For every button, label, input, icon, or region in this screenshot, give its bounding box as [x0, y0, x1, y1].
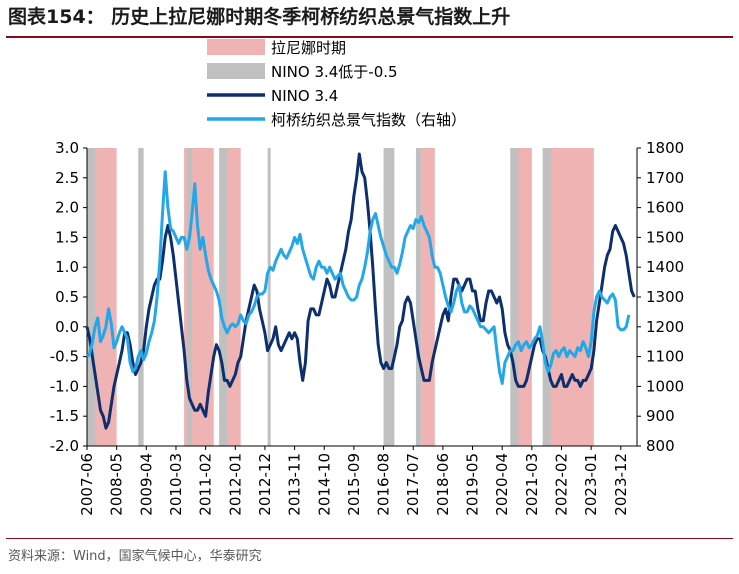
y-right-tick-label: 1800	[646, 139, 684, 157]
y-right-tick-label: 1600	[646, 199, 684, 217]
lines-layer	[85, 152, 636, 430]
y-left-tick-label: 2.0	[55, 199, 79, 217]
x-tick-label: 2022-02	[553, 453, 571, 516]
legend: 拉尼娜时期 NINO 3.4低于-0.5 NINO 3.4 柯桥纺织总景气指数（右轴）	[207, 39, 466, 129]
nino-below-band	[87, 148, 96, 446]
y-left-tick-label: -2.0	[50, 437, 79, 455]
y-left-tick-label: -1.0	[50, 377, 79, 395]
y-right-tick-label: 800	[646, 437, 675, 455]
figure-title: 图表154： 历史上拉尼娜时期冬季柯桥纺织总景气指数上升	[8, 6, 511, 28]
legend-swatch	[207, 39, 265, 55]
x-tick-label: 2011-02	[197, 453, 215, 516]
x-tick-label: 2009-04	[137, 453, 155, 516]
y-right-tick-label: 1300	[646, 288, 684, 306]
x-tick-label: 2008-05	[108, 453, 126, 516]
source-note: 资料来源：Wind，国家气候中心，华泰研究	[8, 549, 262, 564]
y-left-tick-label: -0.5	[50, 348, 79, 366]
la-nina-band	[548, 148, 594, 446]
legend-label: NINO 3.4	[271, 87, 338, 105]
x-tick-label: 2013-11	[286, 453, 304, 516]
y-left-tick-label: 3.0	[55, 139, 79, 157]
x-tick-label: 2014-10	[315, 453, 333, 516]
nino-below-band	[138, 148, 144, 446]
legend-label: 拉尼娜时期	[271, 39, 346, 57]
y-right-tick-label: 1100	[646, 348, 684, 366]
legend-swatch	[207, 63, 265, 79]
source-rule	[6, 538, 733, 539]
y-right-tick-label: 1200	[646, 318, 684, 336]
x-tick-label: 2017-07	[404, 453, 422, 516]
nino-below-band	[415, 148, 422, 446]
y-right-tick-label: 1400	[646, 258, 684, 276]
x-tick-label: 2023-12	[612, 453, 630, 516]
title-rule	[6, 36, 733, 38]
y-left-tick-label: 1.0	[55, 258, 79, 276]
x-tick-label: 2018-06	[434, 453, 452, 516]
x-tick-label: 2019-05	[464, 453, 482, 516]
y-left-tick-label: 1.5	[55, 228, 79, 246]
keqiao-index-line	[85, 170, 631, 385]
x-tick-label: 2007-06	[78, 453, 96, 516]
nino-below-band	[542, 148, 551, 446]
legend-label: 柯桥纺织总景气指数（右轴）	[271, 111, 466, 129]
axes-layer: -2.0 -1.5 -1.0 -0.5 0.0 0.5 1.0 1.5 2.0 2.5 3.0 800…	[50, 139, 684, 516]
x-tick-label: 2021-03	[523, 453, 541, 516]
y-left-tick-label: 0.0	[55, 318, 79, 336]
y-right-tick-label: 1700	[646, 169, 684, 187]
la-nina-band	[421, 148, 435, 446]
nino-below-band	[219, 148, 228, 446]
x-tick-label: 2020-04	[493, 453, 511, 516]
x-tick-label: 2012-01	[226, 453, 244, 516]
x-tick-label: 2015-09	[345, 453, 363, 516]
x-tick-label: 2023-01	[582, 453, 600, 516]
nino-below-band	[510, 148, 519, 446]
y-left-tick-label: 0.5	[55, 288, 79, 306]
y-left-tick-label: 2.5	[55, 169, 79, 187]
x-tick-label: 2016-08	[375, 453, 393, 516]
legend-label: NINO 3.4低于-0.5	[271, 63, 398, 81]
x-tick-label: 2012-12	[256, 453, 274, 516]
y-right-tick-label: 1000	[646, 377, 684, 395]
nino-below-band	[186, 148, 193, 446]
y-left-tick-label: -1.5	[50, 407, 79, 425]
nino-below-band	[267, 148, 271, 446]
y-right-tick-label: 900	[646, 407, 675, 425]
y-right-tick-label: 1500	[646, 228, 684, 246]
x-tick-label: 2010-03	[167, 453, 185, 516]
nino-below-band	[383, 148, 395, 446]
